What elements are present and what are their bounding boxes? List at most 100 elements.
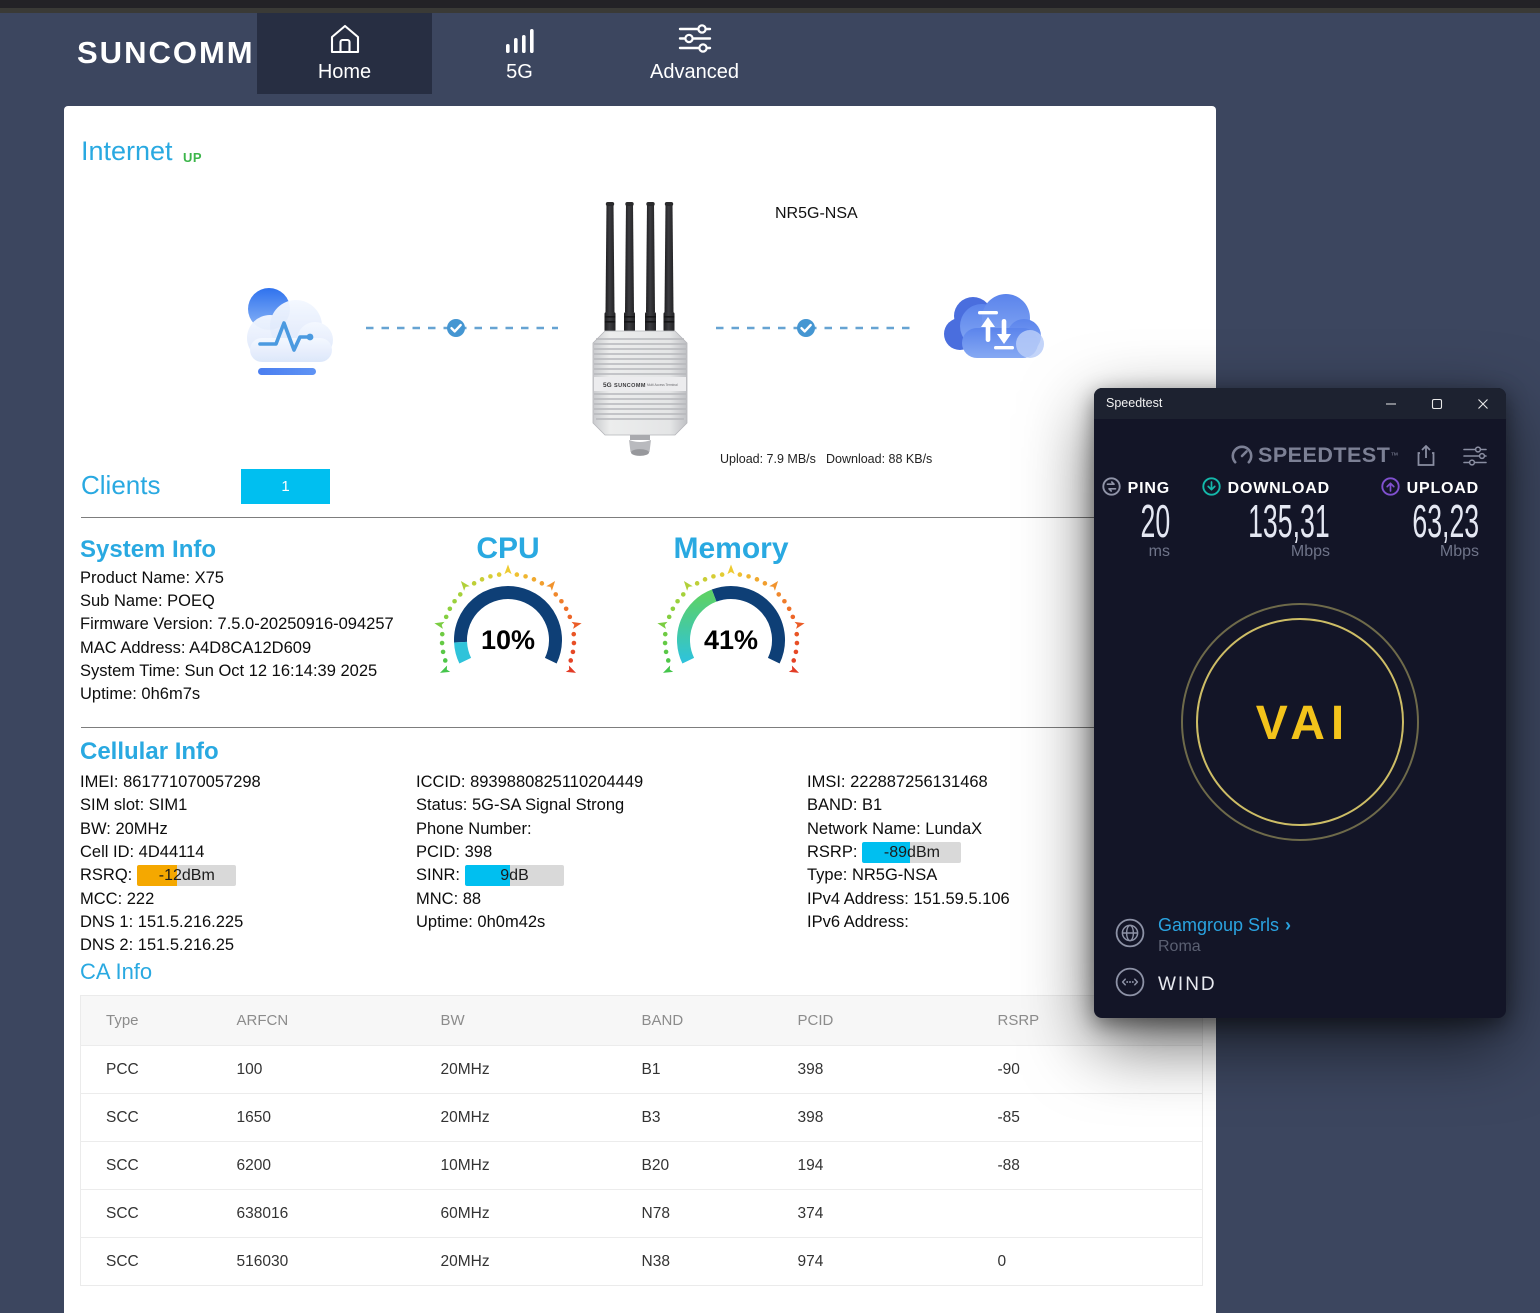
- ca-table-cell: 398: [772, 1093, 973, 1142]
- connection-icon: [1115, 967, 1145, 1002]
- router-image: 5G SUNCOMM Multi Access Terminal: [592, 202, 688, 456]
- clients-count-button[interactable]: 1: [241, 469, 330, 504]
- ca-table-cell: 516030: [211, 1237, 416, 1286]
- signal-metric-fill: [465, 865, 510, 887]
- stat-value: 63,23: [1412, 495, 1479, 547]
- system-info-line: Firmware Version: 7.5.0-20250916-094257: [80, 615, 394, 634]
- cellular-info-row: RSRQ: -12dBm: [80, 864, 261, 887]
- cellular-info-row: Type: NR5G-NSA: [807, 866, 938, 885]
- ping-icon: [1102, 477, 1121, 501]
- ca-table-row: SCC 516030 20MHz N38 974 0: [80, 1237, 1203, 1286]
- download-icon: [1201, 477, 1221, 501]
- provider-city: Roma: [1158, 938, 1201, 955]
- ca-info-title: CA Info: [80, 959, 153, 984]
- stat-unit: Mbps: [1290, 543, 1330, 560]
- speedtest-stat-download: DOWNLOAD 135,31 Mbps: [1189, 477, 1330, 561]
- go-ring-inner: [1196, 618, 1404, 826]
- ca-table-cell: SCC: [80, 1189, 212, 1238]
- signal-metric-bar: -89dBm: [862, 842, 962, 864]
- link-dashes-left: [366, 319, 558, 337]
- ca-table-header-row: Type ARFCN BW BAND PCID RSRP: [80, 995, 1203, 1046]
- cpu-gauge: 10%: [428, 562, 588, 702]
- speedtest-logo-text: SPEEDTEST: [1258, 443, 1391, 467]
- speedtest-window-title: Speedtest: [1106, 396, 1163, 410]
- go-button[interactable]: VAI: [1255, 697, 1351, 750]
- svg-text:41%: 41%: [704, 625, 758, 655]
- dashboard-card: Internet UP: [64, 106, 1216, 1313]
- cellular-column-1: IMEI: 861771070057298 SIM slot: SIM1 BW: 2…: [80, 771, 261, 957]
- ca-table-cell: -88: [972, 1141, 1203, 1190]
- system-info-line: MAC Address: A4D8CA12D609: [80, 638, 312, 657]
- settings-sliders-icon[interactable]: [1463, 446, 1487, 471]
- ca-table-cell: 1650: [211, 1093, 416, 1142]
- ca-table-header-cell: BAND: [616, 995, 773, 1046]
- internet-status-badge: UP: [183, 150, 203, 165]
- cellular-info-row: BAND: B1: [807, 796, 883, 815]
- maximize-button[interactable]: [1414, 388, 1460, 419]
- signal-bars-icon: [503, 19, 537, 59]
- router-brand-mark: SUNCOMM: [614, 383, 646, 389]
- cellular-info-row: SIM slot: SIM1: [80, 796, 188, 815]
- ca-table-row: PCC 100 20MHz B1 398 -90: [80, 1045, 1203, 1094]
- ca-table-cell: B20: [616, 1141, 773, 1190]
- section-divider: [81, 517, 1200, 518]
- ca-table-cell: PCC: [80, 1045, 212, 1094]
- stat-value: 135,31: [1248, 495, 1330, 547]
- speedtest-window: Speedtest SPEEDTEST ™: [1094, 388, 1506, 1018]
- ca-table-cell: 6200: [211, 1141, 416, 1190]
- signal-metric-value: 9dB: [500, 866, 529, 884]
- nav-tab-advanced[interactable]: Advanced: [607, 13, 782, 94]
- ca-table-cell: 100: [211, 1045, 416, 1094]
- system-info-line: Sub Name: POEQ: [80, 592, 215, 611]
- signal-metric-label: RSRQ:: [80, 866, 133, 885]
- main-nav: Home 5G: [257, 13, 782, 94]
- ca-table-row: SCC 638016 60MHz N78 374: [80, 1189, 1203, 1238]
- globe-icon: [1115, 918, 1145, 953]
- cellular-info-title: Cellular Info: [80, 738, 219, 765]
- connection-mode-label: NR5G-NSA: [775, 205, 858, 222]
- share-icon[interactable]: [1416, 444, 1436, 472]
- ca-table-cell: N78: [616, 1189, 773, 1238]
- system-info-line: Product Name: X75: [80, 569, 224, 587]
- system-info-line: Uptime: 0h6m7s: [80, 685, 201, 704]
- top-navigation-bar: SUNCOMM Home 5G: [0, 13, 1540, 106]
- ca-table-header-cell: PCID: [772, 995, 973, 1046]
- stat-unit: Mbps: [1439, 543, 1479, 560]
- ca-table-cell: 0: [972, 1237, 1203, 1286]
- nav-tab-5g[interactable]: 5G: [432, 13, 607, 94]
- cellular-info-row: DNS 1: 151.5.216.225: [80, 912, 244, 931]
- cellular-info-row: Status: 5G-SA Signal Strong: [416, 796, 625, 815]
- wan-monitor-cloud-icon: [247, 288, 333, 375]
- internet-cloud-icon: [944, 294, 1044, 358]
- close-button[interactable]: [1460, 388, 1506, 419]
- cellular-info-row: IMEI: 861771070057298: [80, 773, 261, 792]
- signal-metric-value: -12dBm: [158, 866, 215, 884]
- internet-section-title: Internet: [81, 136, 173, 166]
- cellular-info-row: RSRP: -89dBm: [807, 841, 1010, 864]
- signal-metric-bar: 9dB: [465, 865, 565, 887]
- sliders-icon: [678, 19, 712, 59]
- download-rate-label: Download: 88 KB/s: [826, 452, 933, 466]
- nav-tab-home[interactable]: Home: [257, 13, 432, 94]
- ca-table-cell: B3: [616, 1093, 773, 1142]
- minimize-button[interactable]: [1368, 388, 1414, 419]
- ca-table-header-cell: Type: [80, 995, 212, 1046]
- cpu-gauge-title: CPU: [476, 532, 540, 565]
- ca-table-header-cell: ARFCN: [211, 995, 416, 1046]
- ca-table-header-cell: BW: [415, 995, 617, 1046]
- section-divider-2: [81, 727, 1200, 728]
- provider-link[interactable]: Gamgroup Srls ›: [1158, 915, 1292, 935]
- link-dashes-right: [716, 319, 912, 337]
- ca-table-cell: N38: [616, 1237, 773, 1286]
- ca-table-cell: 194: [772, 1141, 973, 1190]
- ca-table-cell: SCC: [80, 1237, 212, 1286]
- speedtest-titlebar[interactable]: Speedtest: [1094, 388, 1506, 419]
- ca-table-cell: SCC: [80, 1093, 212, 1142]
- nav-label-advanced: Advanced: [650, 61, 739, 83]
- browser-chrome-strip-2: [0, 8, 1540, 13]
- cellular-info-row: IPv4 Address: 151.59.5.106: [807, 889, 1010, 908]
- ca-table-row: SCC 6200 10MHz B20 194 -88: [80, 1141, 1203, 1190]
- clients-section-title: Clients: [81, 470, 161, 500]
- cellular-info-row: MCC: 222: [80, 889, 155, 908]
- stat-unit: ms: [1148, 543, 1170, 560]
